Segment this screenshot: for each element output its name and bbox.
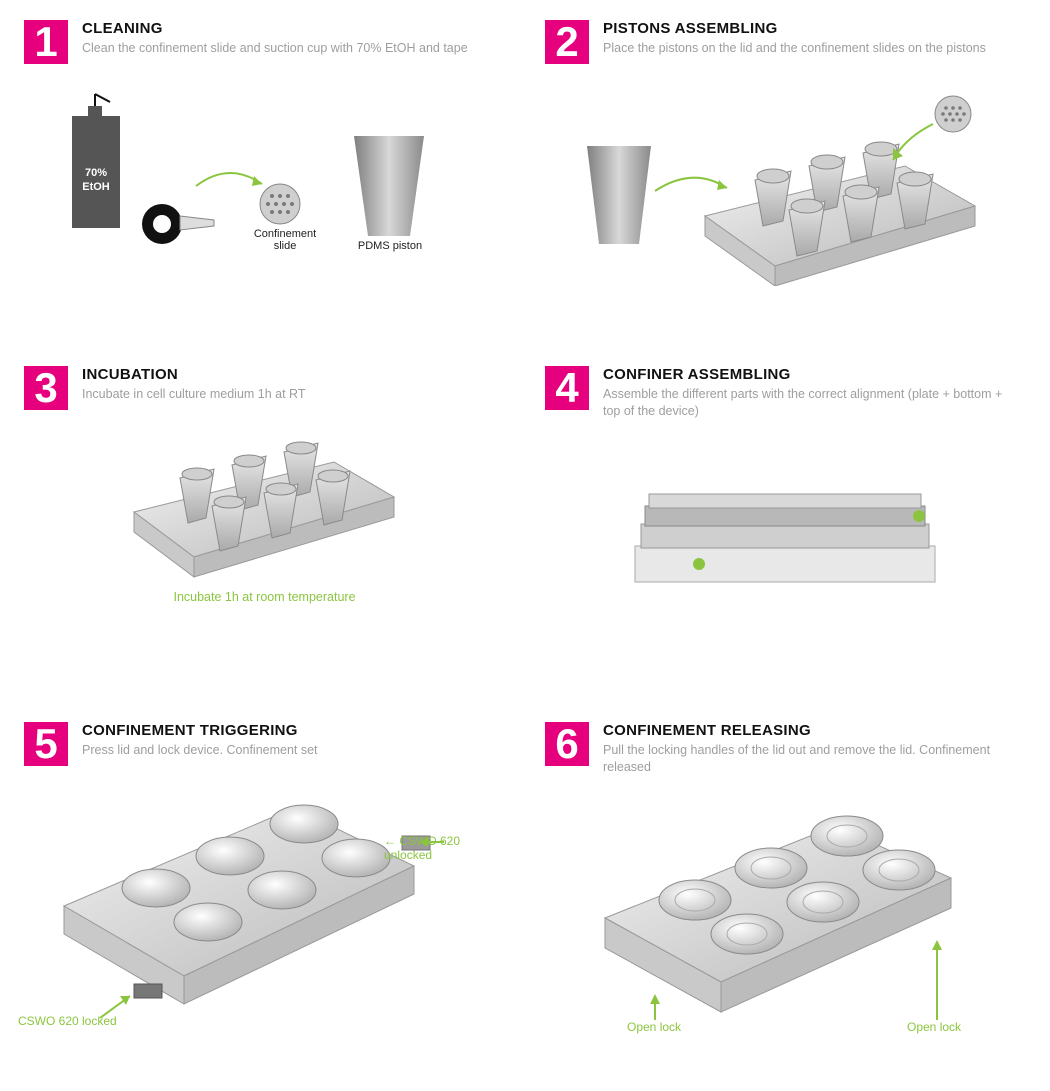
- step-title: PISTONS ASSEMBLING: [603, 20, 986, 37]
- step-2: 2 PISTONS ASSEMBLING Place the pistons o…: [545, 20, 1026, 306]
- step-title: INCUBATION: [82, 366, 306, 383]
- step-3-illustration: Incubate 1h at room temperature: [24, 422, 505, 652]
- step-desc: Incubate in cell culture medium 1h at RT: [82, 386, 306, 403]
- step-desc: Clean the confinement slide and suction …: [82, 40, 468, 57]
- step-5-illustration: ← CSWO 620 unlocked CSWO 620 locked: [24, 778, 505, 1038]
- open-lock-left: Open lock: [627, 1020, 681, 1034]
- step-3: 3 INCUBATION Incubate in cell culture me…: [24, 366, 505, 662]
- step-5: 5 CONFINEMENT TRIGGERING Press lid and l…: [24, 722, 505, 1048]
- unlocked-label: ← CSWO 620 unlocked: [384, 834, 505, 862]
- incubate-caption: Incubate 1h at room temperature: [24, 590, 505, 604]
- step-4-illustration: [545, 432, 1026, 662]
- step-badge: 6: [545, 722, 589, 766]
- step-title: CONFINEMENT TRIGGERING: [82, 722, 318, 739]
- step-desc: Assemble the different parts with the co…: [603, 386, 1003, 420]
- step-4: 4 CONFINER ASSEMBLING Assemble the diffe…: [545, 366, 1026, 662]
- step-badge: 5: [24, 722, 68, 766]
- step-desc: Pull the locking handles of the lid out …: [603, 742, 1003, 776]
- steps-grid: 1 CLEANING Clean the confinement slide a…: [24, 20, 1026, 1048]
- open-lock-right: Open lock: [907, 1020, 961, 1034]
- step-6: 6 CONFINEMENT RELEASING Pull the locking…: [545, 722, 1026, 1048]
- step-badge: 4: [545, 366, 589, 410]
- step-badge: 2: [545, 20, 589, 64]
- step-title: CLEANING: [82, 20, 468, 37]
- svg-text:EtOH: EtOH: [82, 181, 110, 193]
- step-title: CONFINEMENT RELEASING: [603, 722, 1003, 739]
- piston-label: PDMS piston: [350, 240, 430, 252]
- step-title: CONFINER ASSEMBLING: [603, 366, 1003, 383]
- step-2-illustration: [545, 76, 1026, 306]
- svg-text:70%: 70%: [85, 167, 107, 179]
- step-1-illustration: 70% EtOH Confinement slide: [24, 76, 505, 306]
- step-6-illustration: Open lock Open lock: [545, 788, 1026, 1048]
- slide-label: Confinement slide: [250, 228, 320, 252]
- step-badge: 3: [24, 366, 68, 410]
- step-badge: 1: [24, 20, 68, 64]
- step-desc: Place the pistons on the lid and the con…: [603, 40, 986, 57]
- step-desc: Press lid and lock device. Confinement s…: [82, 742, 318, 759]
- locked-label: CSWO 620 locked: [18, 1014, 117, 1028]
- step-1: 1 CLEANING Clean the confinement slide a…: [24, 20, 505, 306]
